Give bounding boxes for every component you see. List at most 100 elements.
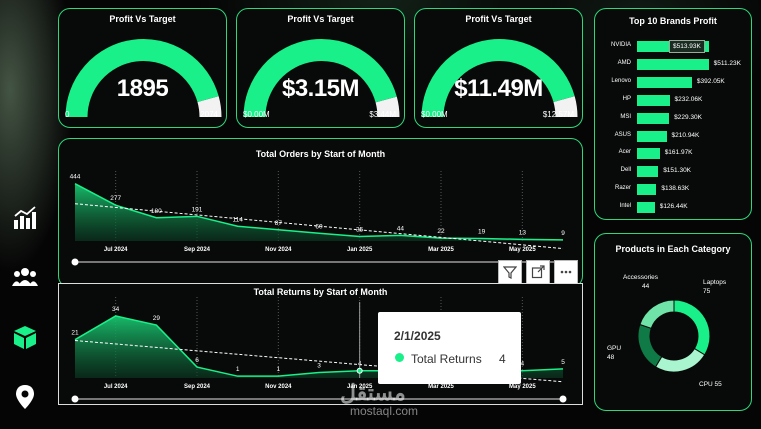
map-pin-icon[interactable] bbox=[12, 384, 38, 410]
brand-value-label: $511.23K bbox=[713, 59, 741, 67]
brand-name: HP bbox=[622, 95, 631, 102]
data-label: 191 bbox=[192, 206, 203, 213]
data-label: 1 bbox=[236, 366, 240, 373]
tooltip-date: 2/1/2025 bbox=[394, 329, 441, 343]
gauge-value: $3.15M bbox=[281, 75, 360, 102]
gauge-min: $0.00M bbox=[243, 110, 270, 119]
brand-name: MSI bbox=[620, 113, 631, 120]
watermark-url: mostaql.com bbox=[350, 404, 419, 418]
x-tick-label: Sep 2024 bbox=[184, 384, 211, 390]
brand-value-label: $126.44K bbox=[659, 203, 688, 211]
gauge-arc bbox=[421, 39, 578, 118]
brand-row[interactable]: MSI $229.30K bbox=[595, 111, 751, 125]
brand-bar bbox=[637, 166, 659, 178]
data-label: 5 bbox=[561, 359, 565, 366]
data-label: 1 bbox=[277, 366, 281, 373]
brand-row[interactable]: Razer $138.63K bbox=[595, 182, 751, 196]
x-tick-label: Mar 2025 bbox=[428, 247, 454, 253]
brand-bar bbox=[637, 184, 657, 196]
x-tick-label: Sep 2024 bbox=[184, 247, 211, 253]
more-options-icon[interactable] bbox=[554, 260, 578, 284]
donut-slice-laptops bbox=[673, 299, 711, 356]
gauge-max: $3.44M bbox=[369, 110, 396, 119]
package-icon[interactable] bbox=[12, 324, 38, 350]
gauge-arc bbox=[65, 39, 222, 118]
donut-slice-accessories bbox=[639, 299, 675, 329]
bar-chart-icon[interactable] bbox=[12, 205, 38, 231]
gauge-max: $12.57M bbox=[542, 110, 574, 119]
brand-row[interactable]: NVIDIA $513.93K bbox=[595, 39, 751, 53]
brand-value-label: $161.97K bbox=[664, 149, 693, 157]
donut-value: 75 bbox=[703, 288, 711, 295]
trend-line bbox=[74, 203, 564, 250]
brands-card: Top 10 Brands Profit NVIDIA $513.93K AMD $5… bbox=[594, 8, 752, 220]
x-tick-label: Jul 2024 bbox=[104, 247, 128, 253]
brand-name: AMD bbox=[617, 59, 631, 66]
range-slider-handle bbox=[559, 395, 567, 403]
data-label: 29 bbox=[153, 315, 161, 322]
brand-name: Lenovo bbox=[611, 77, 631, 84]
brand-name: Acer bbox=[618, 149, 631, 156]
brand-row[interactable]: ASUS $210.94K bbox=[595, 129, 751, 143]
gauge-remaining-arc bbox=[375, 96, 400, 118]
brand-row[interactable]: AMD $511.23K bbox=[595, 57, 751, 71]
gauge-min: 0 bbox=[65, 110, 70, 119]
brand-bar bbox=[637, 112, 670, 124]
data-label: 35 bbox=[356, 226, 364, 233]
brand-value-label: $392.05K bbox=[696, 77, 725, 85]
brand-value-label: $138.63K bbox=[661, 185, 690, 193]
x-tick-label: Jan 2025 bbox=[347, 247, 373, 253]
tooltip-series-dot bbox=[395, 353, 404, 362]
brand-row[interactable]: Lenovo $392.05K bbox=[595, 75, 751, 89]
filter-icon[interactable] bbox=[498, 260, 522, 284]
x-tick-label: May 2025 bbox=[509, 247, 536, 253]
users-icon[interactable] bbox=[12, 264, 38, 290]
gauge-value: $11.49M bbox=[454, 75, 543, 102]
gauge-progress-arc bbox=[65, 39, 219, 118]
gauge-card-count: Profit Vs Target 1895 0 2074 bbox=[58, 8, 227, 128]
data-label: 22 bbox=[437, 228, 445, 235]
data-label: 34 bbox=[112, 306, 120, 313]
brand-bar bbox=[637, 76, 692, 88]
donut-label: CPU 55 bbox=[699, 381, 722, 388]
watermark-logo: مستقل bbox=[340, 380, 406, 405]
tooltip-value: 4 bbox=[499, 352, 506, 366]
brands-title: Top 10 Brands Profit bbox=[629, 16, 717, 26]
brands-bar-list: NVIDIA $513.93K AMD $511.23K Lenovo $392.05K H… bbox=[595, 39, 751, 219]
gauge-max: 2074 bbox=[200, 110, 218, 119]
brand-value-label: $151.30K bbox=[663, 167, 692, 175]
gauge-card-revenue: Profit Vs Target $11.49M $0.00M $12.57M bbox=[414, 8, 583, 128]
gauge-remaining-arc bbox=[553, 96, 578, 118]
focus-mode-icon[interactable] bbox=[526, 260, 550, 284]
data-label: 180 bbox=[151, 208, 162, 215]
brand-row[interactable]: HP $232.06K bbox=[595, 93, 751, 107]
brand-row[interactable]: Dell $151.30K bbox=[595, 164, 751, 178]
gauge-progress-arc bbox=[243, 39, 397, 118]
brand-row[interactable]: Intel $126.44K bbox=[595, 200, 751, 214]
donut-value: 48 bbox=[607, 354, 615, 361]
category-donut: Laptops 75 CPU 55 GPU 48 Accessories 44 bbox=[607, 274, 727, 388]
brand-bar bbox=[637, 130, 667, 142]
x-tick-label: Jan 2025 bbox=[347, 384, 373, 390]
series-area bbox=[75, 183, 563, 241]
data-label: 4 bbox=[521, 361, 525, 368]
gauge-card-profit: Profit Vs Target $3.15M $0.00M $3.44M bbox=[236, 8, 405, 128]
data-label: 6 bbox=[195, 357, 199, 364]
brand-bar bbox=[637, 58, 709, 70]
data-label: 114 bbox=[232, 216, 243, 223]
range-slider-handle bbox=[71, 258, 79, 266]
hover-point bbox=[356, 367, 363, 374]
gauge-title: Profit Vs Target bbox=[109, 14, 176, 24]
donut-label: GPU bbox=[607, 345, 621, 352]
x-tick-label: Mar 2025 bbox=[428, 384, 454, 390]
brand-row[interactable]: Acer $161.97K bbox=[595, 146, 751, 160]
brand-name: NVIDIA bbox=[610, 42, 631, 48]
brand-value-label: $229.30K bbox=[674, 113, 702, 121]
orders-chart: 444 277 180 191 114 87 60 35 44 22 19 13 9 Jul 2024 Se… bbox=[70, 171, 565, 266]
x-tick-label: Nov 2024 bbox=[265, 247, 292, 253]
data-label: 444 bbox=[70, 174, 81, 181]
gauge-remaining-arc bbox=[197, 96, 222, 118]
x-tick-label: Nov 2024 bbox=[265, 384, 292, 390]
donut-value: 44 bbox=[642, 283, 650, 290]
brand-value-label: $513.93K bbox=[669, 40, 705, 53]
